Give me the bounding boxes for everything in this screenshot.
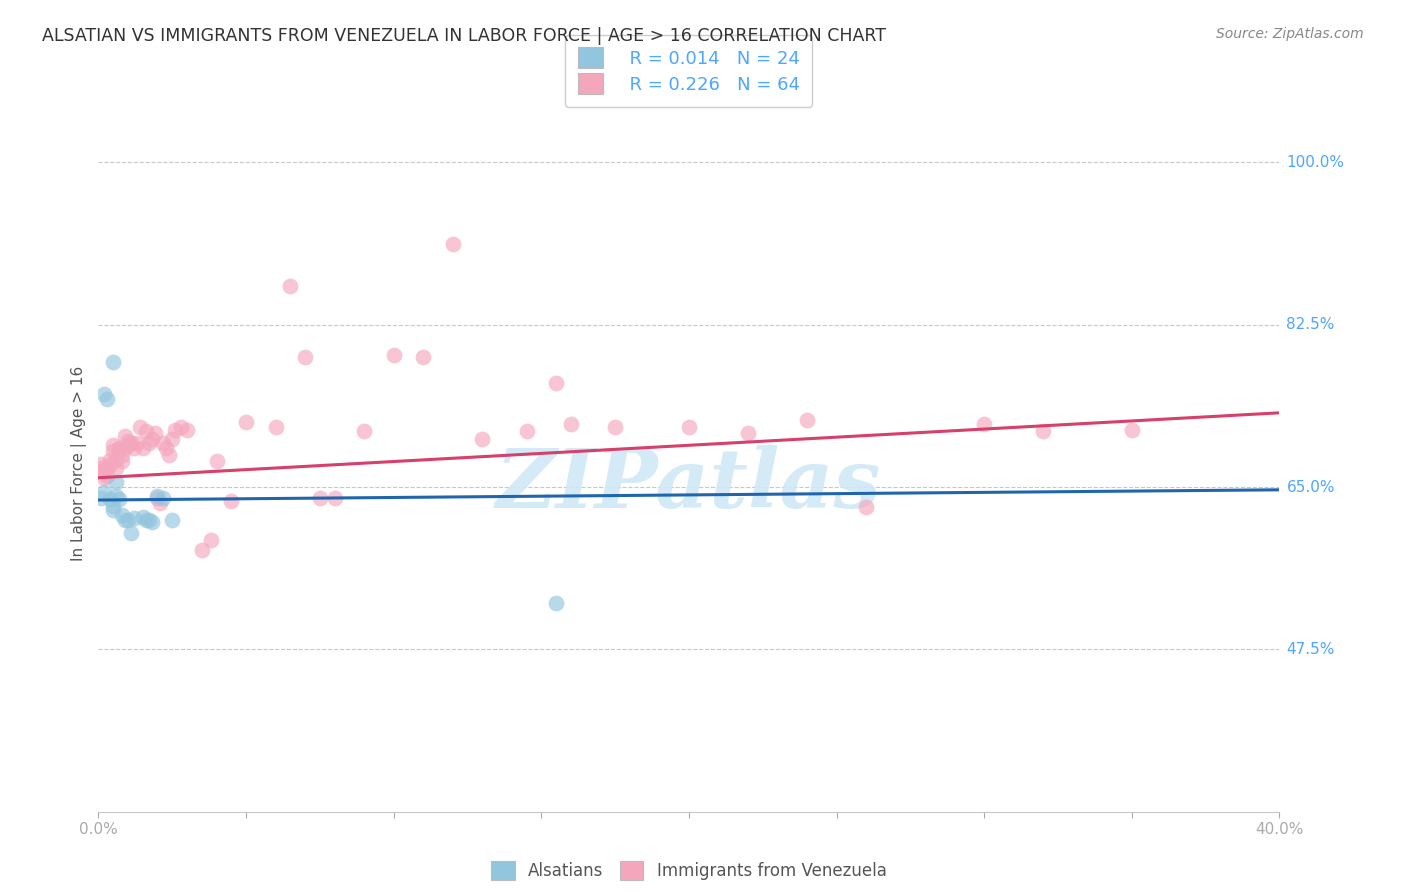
Point [120,435,142,450]
Point [96,469,118,483]
Text: Source: ZipAtlas.com: Source: ZipAtlas.com [1216,27,1364,41]
Text: 82.5%: 82.5% [1286,318,1334,332]
Point [264,419,287,434]
Point [382,348,405,362]
Point [141,432,163,446]
Point [96,461,118,475]
Point [93,471,115,485]
Point [855,500,877,515]
Point [141,516,163,530]
Point [353,425,375,439]
Point [122,510,145,524]
Point [117,434,139,448]
Text: 100.0%: 100.0% [1286,155,1344,169]
Point [278,278,302,293]
Point [138,512,160,526]
Point [323,491,346,505]
Point [412,350,434,364]
Point [96,392,118,406]
Point [149,496,172,510]
Text: 47.5%: 47.5% [1286,642,1334,657]
Point [165,423,187,437]
Point [120,526,142,541]
Point [135,512,157,526]
Point [796,413,818,427]
Point [105,452,128,467]
Text: 65.0%: 65.0% [1286,480,1334,494]
Point [114,512,136,526]
Point [117,438,139,452]
Point [108,492,131,507]
Point [135,425,157,439]
Point [219,494,242,508]
Text: ZIPatlas: ZIPatlas [496,445,882,524]
Point [205,454,228,468]
Point [105,489,128,503]
Point [105,460,128,475]
Point [103,503,125,517]
Point [103,499,125,513]
Legend: Alsatians, Immigrants from Venezuela: Alsatians, Immigrants from Venezuela [485,855,893,887]
Point [170,419,193,434]
Point [98,492,121,507]
Point [114,441,136,455]
Point [678,419,700,434]
Point [1032,425,1054,439]
Point [162,513,183,527]
Point [235,415,257,429]
Point [143,426,166,441]
Point [90,491,112,505]
Point [560,417,582,431]
Point [176,423,198,437]
Point [93,463,115,477]
Point [471,432,494,446]
Point [138,435,160,450]
Point [90,457,112,471]
Point [103,443,125,458]
Text: ALSATIAN VS IMMIGRANTS FROM VENEZUELA IN LABOR FORCE | AGE > 16 CORRELATION CHAR: ALSATIAN VS IMMIGRANTS FROM VENEZUELA IN… [42,27,886,45]
Point [200,533,222,547]
Point [103,355,125,369]
Point [125,435,148,450]
Point [152,435,174,450]
Point [105,475,128,490]
Point [309,491,332,505]
Point [108,442,131,457]
Point [93,387,115,401]
Point [146,489,169,503]
Point [117,512,139,526]
Point [111,454,134,468]
Y-axis label: In Labor Force | Age > 16: In Labor Force | Age > 16 [72,367,87,561]
Point [128,419,150,434]
Point [515,425,537,439]
Point [152,491,174,505]
Point [191,543,214,558]
Point [973,417,995,431]
Point [98,453,121,467]
Point [544,596,567,610]
Point [605,419,627,434]
Point [146,491,169,505]
Point [103,438,125,452]
Point [1121,423,1143,437]
Point [122,441,145,455]
Point [157,448,180,462]
Point [544,376,567,391]
Point [294,350,316,364]
Point [111,508,134,522]
Point [132,441,155,455]
Point [108,441,131,455]
Point [93,484,115,499]
Point [114,429,136,443]
Point [162,432,183,446]
Point [155,441,177,455]
Point [90,460,112,475]
Point [111,448,134,462]
Point [737,426,759,441]
Point [441,237,464,252]
Point [98,458,121,472]
Point [132,509,155,524]
